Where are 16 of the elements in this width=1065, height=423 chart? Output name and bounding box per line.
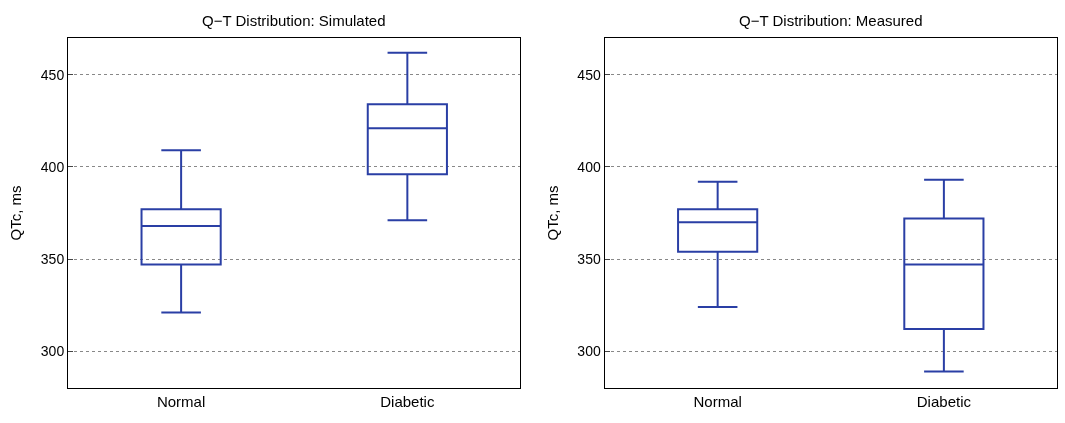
- y-tick-label: 450: [577, 66, 601, 83]
- y-axis-title: QTc, ms: [7, 185, 25, 241]
- y-tick-label: 350: [40, 250, 65, 267]
- chart-title: Q−T Distribution: Measured: [739, 12, 923, 29]
- chart-title: Q−T Distribution: Simulated: [202, 12, 386, 29]
- y-tick-label: 300: [577, 343, 601, 360]
- y-tick-label: 300: [40, 343, 65, 360]
- y-tick-label: 400: [40, 158, 65, 175]
- y-tick-label: 450: [40, 66, 65, 83]
- x-tick-label: Normal: [693, 393, 742, 410]
- x-tick-label: Diabetic: [380, 393, 435, 410]
- x-tick-label: Diabetic: [916, 393, 972, 410]
- x-tick-label: Normal: [156, 393, 206, 410]
- y-axis-title: QTc, ms: [543, 185, 561, 241]
- y-tick-label: 400: [577, 158, 601, 175]
- y-tick-label: 350: [577, 250, 601, 267]
